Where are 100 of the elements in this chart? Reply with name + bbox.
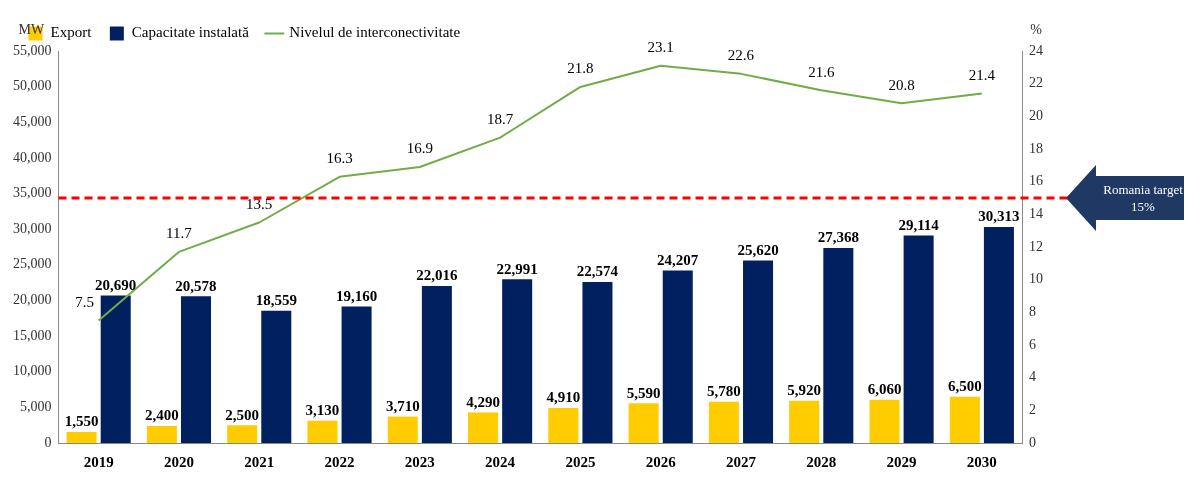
- bar: [227, 425, 258, 443]
- y2-axis-title: %: [1030, 21, 1043, 37]
- y-tick-label: 40,000: [13, 149, 52, 165]
- ref-line-label: Romania target 15%: [1102, 181, 1184, 215]
- data-label: 27,368: [817, 229, 859, 246]
- data-label: 25,620: [737, 241, 779, 258]
- bar: [983, 226, 1014, 443]
- data-label: 18.7: [486, 111, 514, 127]
- y2-tick-label: 14: [1029, 206, 1043, 222]
- bar: [468, 412, 499, 443]
- y-tick-label: 25,000: [13, 256, 52, 272]
- bar: [261, 310, 292, 443]
- bar: [502, 279, 533, 443]
- y-tick-label: 20,000: [13, 292, 52, 308]
- data-label: 3,130: [305, 402, 340, 419]
- data-label: 16.3: [326, 150, 353, 167]
- bar: [789, 400, 820, 443]
- y2-tick-label: 18: [1029, 140, 1043, 156]
- y2-tick-label: 24: [1029, 42, 1043, 58]
- y-tick-label: 15,000: [13, 327, 52, 343]
- y-tick-label: 55,000: [13, 42, 52, 58]
- data-label: 18,559: [255, 292, 297, 309]
- legend-label: Export: [50, 24, 93, 41]
- bar: [903, 235, 934, 443]
- data-label: 5,920: [787, 382, 822, 399]
- x-tick-label: 2022: [324, 453, 355, 470]
- data-label: 4,910: [546, 389, 581, 406]
- data-label: 22.6: [727, 47, 755, 64]
- y-tick-label: 30,000: [13, 220, 52, 236]
- y2-tick-label: 8: [1029, 304, 1036, 320]
- y2-tick-label: 0: [1029, 434, 1036, 450]
- data-label: 24,207: [657, 251, 699, 268]
- x-tick-label: 2026: [645, 453, 677, 470]
- bar: [628, 403, 659, 443]
- data-label: 21.8: [567, 60, 594, 77]
- y2-tick-label: 20: [1029, 108, 1043, 124]
- y-axis-title: MW: [18, 21, 45, 37]
- data-label: 29,114: [898, 216, 940, 233]
- bar: [66, 431, 97, 443]
- data-label: 20,690: [95, 276, 137, 293]
- bar: [823, 247, 854, 443]
- data-label: 1,550: [64, 413, 99, 430]
- bar: [180, 296, 212, 443]
- y-tick-label: 0: [44, 434, 52, 450]
- y-tick-label: 10,000: [13, 363, 52, 379]
- y2-tick-label: 6: [1029, 336, 1036, 352]
- data-label: 20,578: [175, 277, 217, 294]
- y-tick-label: 50,000: [13, 78, 52, 94]
- data-label: 6,060: [867, 381, 902, 398]
- x-tick-label: 2020: [163, 453, 194, 470]
- bar: [949, 396, 980, 443]
- bar: [548, 408, 579, 443]
- y-tick-label: 45,000: [13, 113, 52, 129]
- y-tick-label: 35,000: [13, 185, 52, 201]
- y2-tick-label: 2: [1029, 402, 1036, 418]
- data-label: 16.9: [406, 140, 433, 157]
- legend-label: Capacitate instalată: [131, 24, 250, 41]
- bar: [307, 420, 338, 443]
- bar: [662, 270, 693, 443]
- bar: [387, 416, 418, 443]
- x-tick-label: 2027: [725, 453, 757, 470]
- data-label: 4,290: [466, 393, 500, 410]
- bar: [708, 401, 739, 443]
- x-tick-label: 2030: [966, 453, 997, 470]
- bar: [869, 399, 900, 443]
- x-tick-label: 2024: [485, 453, 516, 470]
- y2-tick-label: 4: [1029, 369, 1036, 385]
- y2-tick-label: 12: [1029, 238, 1043, 254]
- bar: [341, 306, 372, 443]
- x-tick-label: 2028: [806, 453, 837, 470]
- data-label: 20.8: [888, 76, 915, 93]
- x-tick-label: 2029: [886, 453, 917, 470]
- data-label: 11.7: [166, 225, 193, 242]
- bar: [146, 425, 177, 443]
- bar: [100, 295, 131, 443]
- data-label: 5,780: [707, 383, 741, 400]
- data-label: 21.6: [808, 63, 835, 80]
- x-tick-label: 2021: [244, 453, 275, 470]
- x-tick-label: 2025: [565, 453, 596, 470]
- bar: [582, 282, 613, 443]
- data-label: 22,574: [576, 263, 619, 280]
- legend-label: Nivelul de interconectivitate: [289, 24, 461, 41]
- data-label: 22,016: [416, 267, 458, 284]
- data-label: 6,500: [947, 378, 982, 395]
- x-tick-label: 2023: [404, 453, 435, 470]
- data-label: 3,710: [385, 397, 420, 414]
- data-label: 5,590: [626, 384, 661, 401]
- data-label: 21.4: [968, 66, 996, 83]
- data-label: 13.5: [246, 195, 273, 212]
- bar: [743, 260, 774, 443]
- data-label: 30,313: [978, 208, 1020, 225]
- data-label: 19,160: [335, 287, 378, 304]
- y2-tick-label: 16: [1029, 173, 1043, 189]
- y-tick-label: 5,000: [20, 399, 52, 415]
- x-tick-label: 2019: [83, 453, 114, 470]
- data-label: 2,500: [225, 406, 260, 423]
- y2-tick-label: 10: [1029, 271, 1043, 287]
- bar: [421, 286, 452, 443]
- data-label: 22,991: [496, 260, 538, 277]
- data-label: 7.5: [75, 293, 95, 310]
